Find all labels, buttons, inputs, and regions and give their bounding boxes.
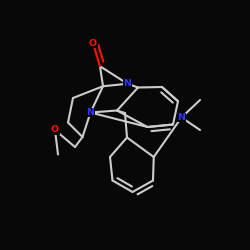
Text: O: O: [51, 126, 59, 134]
Text: N: N: [124, 79, 132, 88]
Text: N: N: [178, 113, 186, 122]
Text: O: O: [89, 38, 97, 48]
Text: N: N: [86, 108, 94, 117]
